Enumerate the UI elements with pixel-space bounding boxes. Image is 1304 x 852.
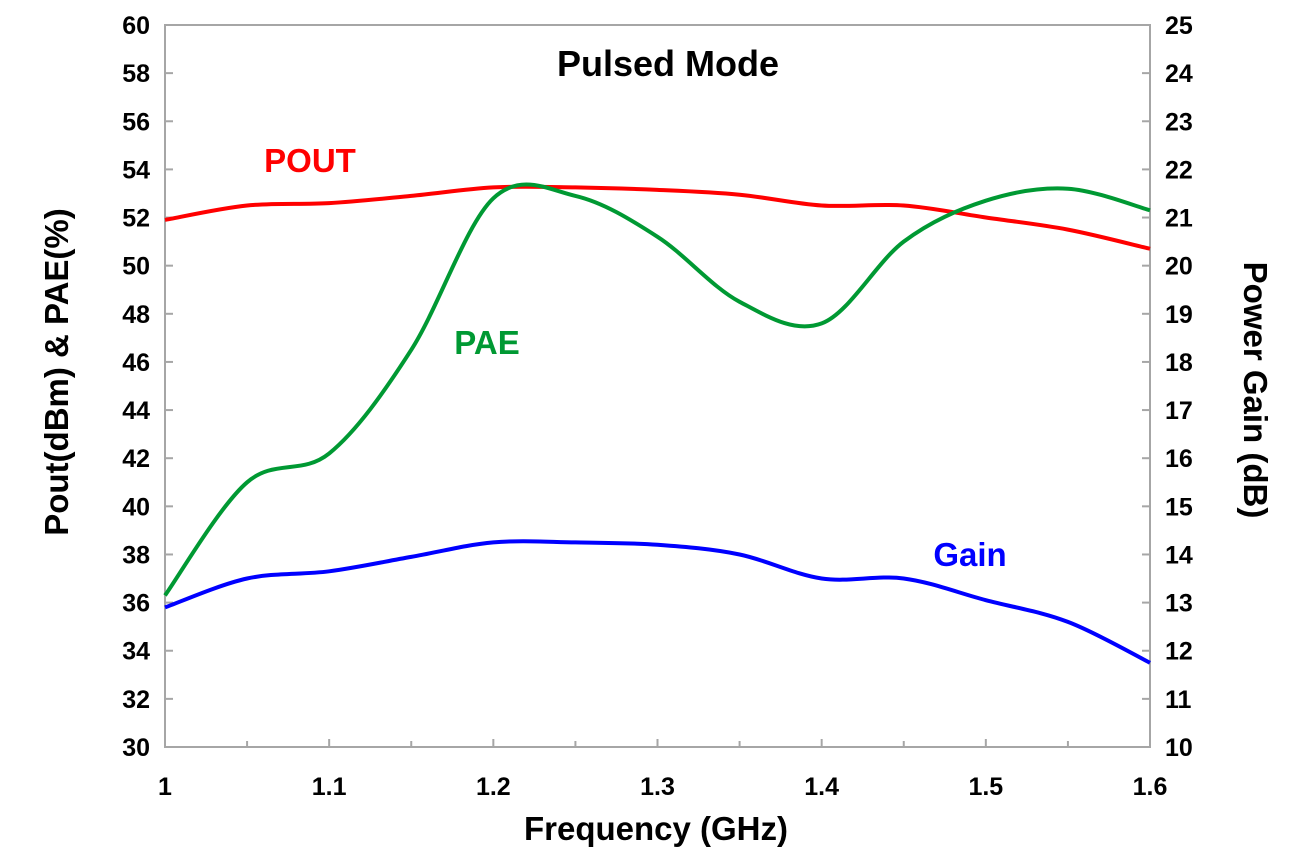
x-tick-label: 1: [158, 773, 172, 801]
x-tick-label: 1.3: [640, 773, 675, 801]
left-tick-label: 44: [122, 397, 150, 425]
x-axis-title: Frequency (GHz): [524, 810, 788, 847]
right-axis-title: Power Gain (dB): [1237, 262, 1274, 519]
right-tick-label: 11: [1165, 686, 1192, 714]
left-tick-label: 54: [122, 156, 150, 184]
left-tick-label: 56: [122, 108, 150, 136]
series-label-pae: PAE: [454, 324, 519, 361]
right-tick-label: 22: [1165, 156, 1193, 184]
left-tick-label: 36: [122, 590, 150, 618]
plot-frame: [164, 24, 1151, 748]
right-tick-label: 25: [1165, 12, 1193, 40]
left-tick-label: 38: [122, 541, 150, 569]
right-tick-label: 21: [1165, 205, 1193, 233]
left-tick-label: 30: [122, 734, 150, 762]
x-tick-label: 1.2: [476, 773, 511, 801]
right-tick-label: 17: [1165, 397, 1193, 425]
left-tick-label: 46: [122, 349, 150, 377]
x-tick-label: 1.1: [312, 773, 347, 801]
right-tick-label: 19: [1165, 301, 1193, 329]
left-axis-ticks: 30 32 34 36 38 40 42 44 46 48 50 52 54 56 58 60: [122, 12, 173, 762]
series-lines: [163, 182, 1151, 665]
series-line-gain: [164, 539, 1151, 665]
series-line-pout: [164, 184, 1151, 251]
right-tick-label: 12: [1165, 638, 1193, 666]
right-tick-label: 15: [1165, 493, 1193, 521]
x-axis-ticks: 1 1.1 1.2 1.3 1.4 1.5 1.6: [158, 739, 1167, 801]
left-tick-label: 32: [122, 686, 150, 714]
left-tick-label: 58: [122, 60, 150, 88]
right-tick-label: 24: [1165, 60, 1193, 88]
right-tick-label: 10: [1165, 734, 1193, 762]
right-axis-ticks: 10 11 12 13 14 15 16 17 18 19 20 21 22 23 24 25: [1142, 12, 1193, 762]
left-tick-label: 42: [122, 445, 150, 473]
series-label-pout: POUT: [264, 142, 356, 179]
chart-title: Pulsed Mode: [557, 43, 779, 84]
series-label-gain: Gain: [933, 536, 1006, 573]
series-labels: POUT PAE Gain: [264, 142, 1007, 573]
x-tick-label: 1.4: [804, 773, 839, 801]
right-tick-label: 16: [1165, 445, 1193, 473]
left-tick-label: 40: [122, 493, 150, 521]
right-tick-label: 23: [1165, 108, 1193, 136]
right-tick-label: 13: [1165, 590, 1193, 618]
x-tick-label: 1.6: [1133, 773, 1168, 801]
right-tick-label: 14: [1165, 541, 1193, 569]
left-axis-title: Pout(dBm) & PAE(%): [38, 208, 75, 536]
series-line-pae: [163, 182, 1151, 597]
x-tick-label: 1.5: [968, 773, 1003, 801]
left-tick-label: 52: [122, 205, 150, 233]
left-tick-label: 50: [122, 253, 150, 281]
left-tick-label: 48: [122, 301, 150, 329]
right-tick-label: 18: [1165, 349, 1193, 377]
right-tick-label: 20: [1165, 253, 1193, 281]
left-tick-label: 60: [122, 12, 150, 40]
left-tick-label: 34: [122, 638, 150, 666]
